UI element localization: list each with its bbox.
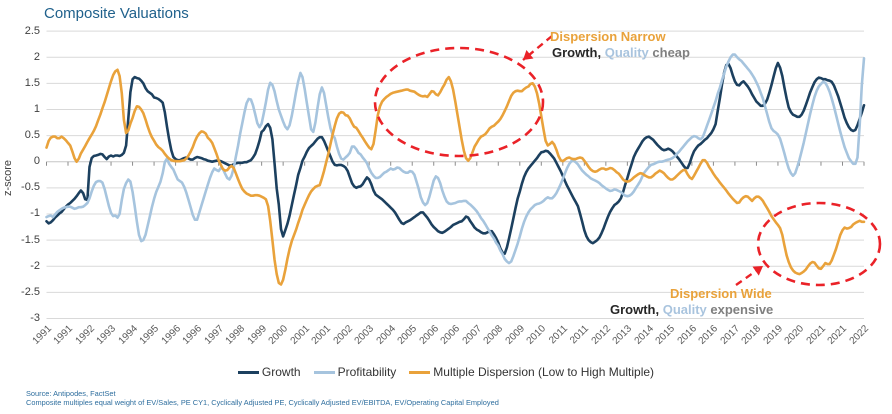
legend-label: Growth [261, 365, 301, 379]
legend-item-multiple: Multiple Dispersion (Low to High Multipl… [409, 365, 654, 379]
dispersion-wide-ellipse [756, 201, 882, 287]
legend-swatch [237, 370, 259, 374]
annotation-text-part: cheap [648, 45, 690, 60]
profitability-line [45, 53, 866, 265]
y-tick-label: 2 [33, 50, 40, 63]
y-tick-label: 1.5 [24, 76, 40, 89]
dispersion-narrow-arrow [522, 35, 553, 61]
annotation-text-part: Growth, [610, 302, 660, 317]
chart-title: Composite Valuations [44, 5, 189, 22]
y-axis-title: z-score [2, 159, 14, 197]
legend-label: Multiple Dispersion (Low to High Multipl… [433, 365, 655, 379]
y-tick-label: 1 [33, 102, 40, 115]
legend-label: Profitability [337, 365, 397, 379]
y-tick-label: -1 [30, 207, 40, 220]
legend-item-profitability: Profitability [313, 365, 397, 379]
y-tick-label: -0.5 [21, 181, 40, 194]
annotation-text-part: Quality [601, 45, 649, 60]
dispersion-wide-arrow-head [752, 266, 763, 276]
y-tick-label: 0.5 [24, 129, 40, 142]
annotation-dispersion-narrow-title: Dispersion Narrow [550, 29, 666, 44]
annotation-dispersion-wide-subtitle: Growth, Quality expensive [610, 302, 773, 317]
y-tick-label: 0 [33, 155, 40, 168]
y-tick-label: -2.5 [21, 285, 40, 298]
legend-swatch [313, 370, 335, 374]
y-tick-label: 2.5 [24, 24, 40, 37]
annotation-dispersion-narrow-subtitle: Growth, Quality cheap [552, 45, 690, 60]
legend-swatch [409, 370, 431, 374]
y-tick-label: -1.5 [21, 233, 40, 246]
legend: Growth Profitability Multiple Dispersion (… [0, 365, 892, 379]
y-tick-label: -2 [30, 259, 40, 272]
annotation-text-part: Quality [659, 302, 707, 317]
footnote-line: Source: Antipodes, FactSet [26, 389, 116, 398]
dispersion-narrow-ellipse [373, 46, 545, 158]
footnote-line: Composite multiples equal weight of EV/S… [26, 397, 499, 407]
annotation-text-part: expensive [706, 302, 774, 317]
multiple-line [45, 68, 866, 286]
dispersion-narrow-arrow-head [523, 50, 534, 60]
legend-item-growth: Growth [237, 365, 301, 379]
annotation-text-part: Growth, [552, 45, 602, 60]
y-tick-label: -3 [30, 311, 40, 324]
annotation-dispersion-wide-title: Dispersion Wide [670, 286, 772, 301]
footnotes: Source: Antipodes, FactSet Composite mult… [26, 389, 499, 407]
